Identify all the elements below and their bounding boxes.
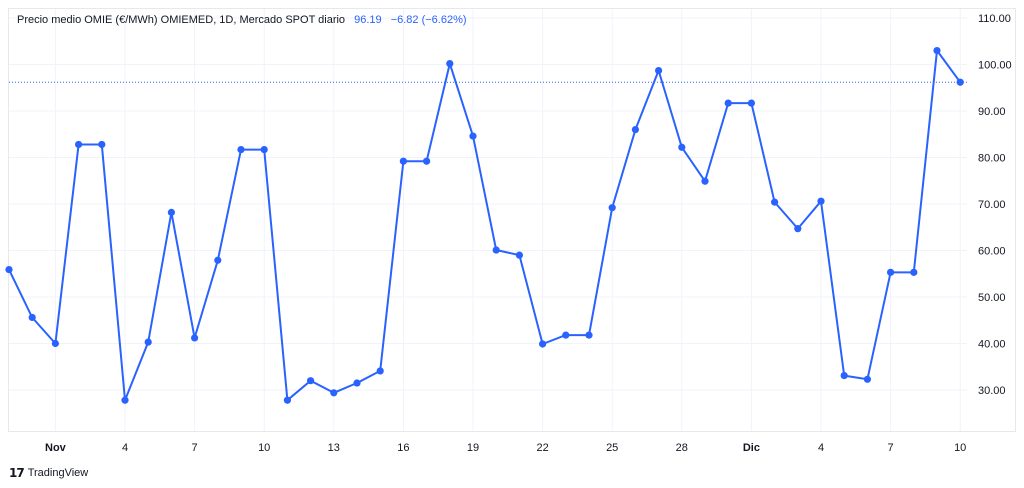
data-point [469, 132, 477, 140]
y-tick-label: 50.00 [978, 292, 1006, 304]
data-point [539, 340, 547, 348]
data-point [353, 379, 361, 387]
data-point [910, 268, 918, 276]
data-point [701, 177, 709, 185]
x-tick-label: Nov [45, 442, 67, 454]
x-tick-label: 19 [467, 442, 479, 454]
x-tick-label: 28 [676, 442, 688, 454]
x-tick-label: 22 [536, 442, 548, 454]
data-point [214, 256, 222, 264]
x-tick-label: 7 [192, 442, 198, 454]
data-point [191, 334, 199, 342]
x-tick-label: 4 [122, 442, 128, 454]
price-change: −6.82 (−6.62%) [390, 14, 467, 26]
data-point [887, 268, 895, 276]
chart-legend: Precio medio OMIE (€/MWh) OMIEMED, 1D, M… [17, 14, 467, 26]
data-point [794, 225, 802, 233]
data-point [933, 46, 941, 55]
data-point [237, 145, 245, 154]
data-point [492, 246, 500, 254]
data-point [747, 99, 756, 107]
tradingview-logo[interactable]: 17 TradingView [9, 466, 88, 480]
data-point [562, 331, 570, 339]
data-point [307, 377, 315, 385]
series-line [8, 49, 962, 402]
data-point [98, 140, 106, 149]
data-point [631, 126, 640, 134]
data-point [423, 157, 431, 165]
data-point [121, 396, 129, 404]
data-point [585, 331, 593, 339]
x-tick-label: 25 [606, 442, 618, 454]
data-point [330, 389, 338, 397]
y-tick-label: 30.00 [978, 385, 1006, 397]
data-point [376, 367, 384, 375]
data-point [608, 204, 616, 212]
x-tick-label: 13 [328, 442, 340, 454]
data-point [28, 313, 36, 322]
data-point [144, 338, 152, 346]
data-point [260, 145, 268, 154]
x-tick-label: 7 [888, 442, 894, 454]
y-tick-label: 70.00 [978, 199, 1006, 211]
data-point [817, 197, 825, 205]
y-tick-label: 110.00 [978, 13, 1011, 25]
data-point [771, 198, 779, 206]
data-point [840, 371, 848, 380]
data-point [167, 208, 175, 216]
y-tick-label: 100.00 [978, 60, 1012, 72]
x-tick-label: 16 [397, 442, 409, 454]
tradingview-logo-icon: 17 [9, 466, 25, 480]
chart-frame [8, 8, 1016, 432]
tradingview-brand: TradingView [27, 467, 89, 479]
y-tick-label: 60.00 [978, 246, 1006, 258]
data-point [75, 140, 83, 149]
data-point [51, 339, 60, 348]
data-point [5, 265, 13, 274]
x-tick-label: Dic [743, 442, 760, 454]
data-point [283, 396, 291, 404]
last-value: 96.19 [354, 14, 382, 26]
x-tick-label: 10 [954, 442, 966, 454]
data-point [678, 143, 686, 151]
data-point [956, 78, 964, 86]
data-point [515, 251, 524, 259]
x-tick-label: 10 [258, 442, 270, 454]
x-tick-label: 4 [818, 442, 824, 454]
chart-title: Precio medio OMIE (€/MWh) OMIEMED, 1D, M… [17, 14, 346, 26]
data-point [446, 59, 454, 68]
data-point [863, 375, 872, 383]
y-tick-label: 80.00 [978, 153, 1006, 165]
data-point [724, 99, 732, 107]
y-tick-label: 40.00 [978, 339, 1006, 351]
data-point [399, 157, 407, 165]
y-tick-label: 90.00 [978, 106, 1006, 118]
data-point [655, 66, 663, 75]
